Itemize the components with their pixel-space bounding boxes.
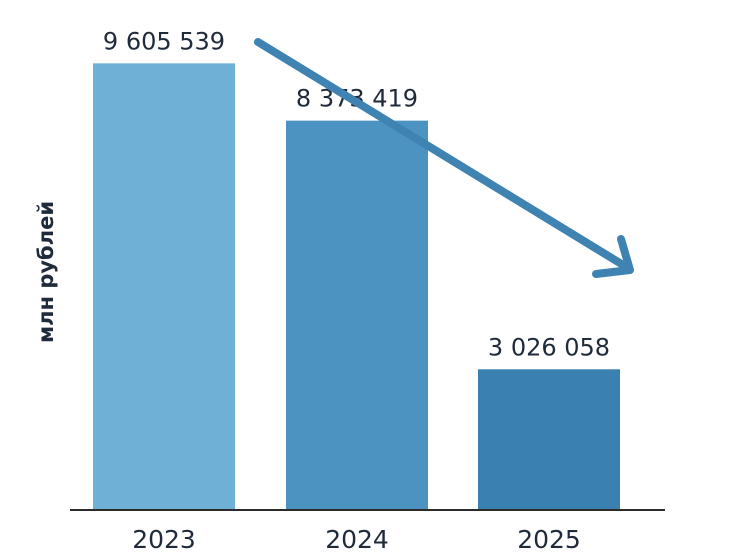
trend-arrow-shaft (254, 38, 632, 272)
trend-arrow-head (592, 235, 634, 278)
x-tick-label-2025: 2025 (517, 525, 581, 554)
x-tick-label-2023: 2023 (132, 525, 196, 554)
y-axis-title: млн рублей (34, 201, 58, 343)
bar-value-label-2025: 3 026 058 (488, 333, 610, 361)
bar-2023 (93, 63, 235, 510)
x-tick-labels: 2023 2024 2025 (132, 525, 581, 554)
x-tick-label-2024: 2024 (325, 525, 389, 554)
bar-2024 (286, 120, 428, 510)
bars-layer (93, 63, 620, 510)
bar-2025 (478, 369, 620, 510)
trend-arrow-icon (254, 38, 634, 278)
bar-value-label-2023: 9 605 539 (103, 27, 225, 55)
